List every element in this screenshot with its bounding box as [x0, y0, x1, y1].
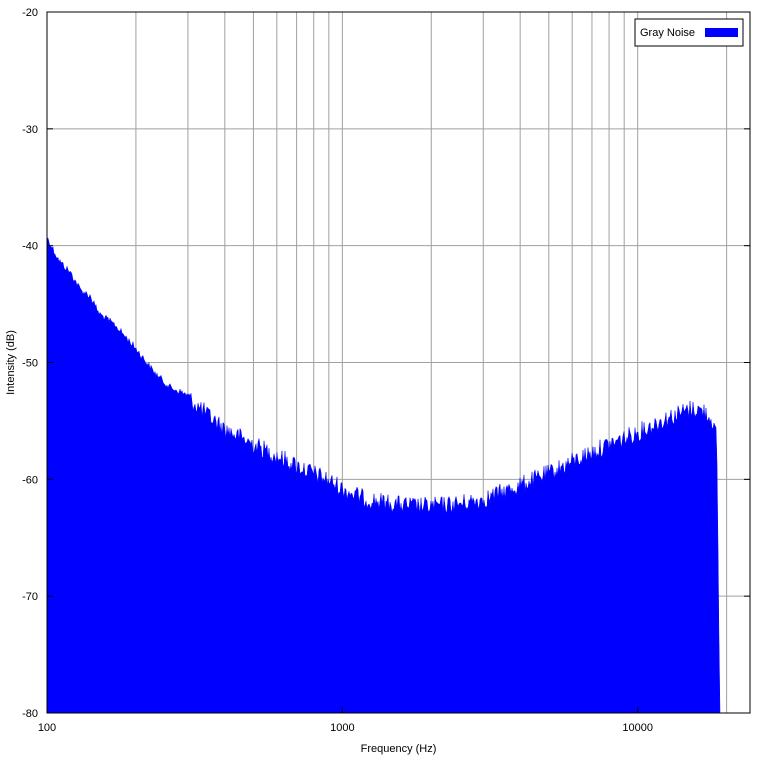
series-layer — [46, 237, 721, 714]
y-tick-label: -60 — [22, 474, 38, 486]
x-tick-label: 100 — [38, 722, 56, 734]
legend-label: Gray Noise — [640, 27, 695, 39]
y-tick-label: -50 — [22, 358, 38, 370]
y-tick-label: -80 — [22, 708, 38, 720]
x-tick-label: 1000 — [330, 722, 354, 734]
y-tick-label: -20 — [22, 7, 38, 19]
y-tick-label: -30 — [22, 124, 38, 136]
y-tick-label: -40 — [22, 241, 38, 253]
legend: Gray Noise — [634, 18, 744, 47]
legend-swatch — [705, 28, 738, 37]
y-tick-label: -70 — [22, 591, 38, 603]
x-tick-label: 10000 — [622, 722, 653, 734]
series-gray-noise-area — [46, 237, 721, 714]
y-axis-label: Intensity (dB) — [5, 330, 17, 395]
x-axis-label: Frequency (Hz) — [361, 743, 437, 755]
